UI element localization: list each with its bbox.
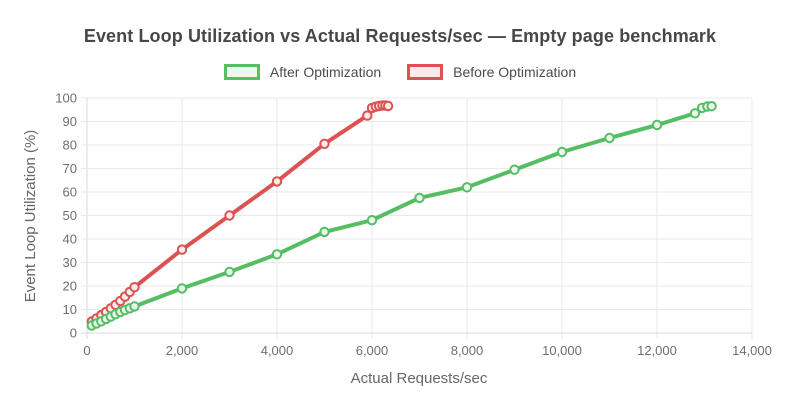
legend-swatch <box>223 64 260 80</box>
data-point[interactable] <box>382 100 394 112</box>
data-point[interactable] <box>706 101 717 112</box>
x-tick-label: 10,000 <box>542 343 582 358</box>
legend-item-after-optimization[interactable]: After Optimization <box>223 64 382 80</box>
data-point[interactable] <box>689 108 701 119</box>
y-tick-label: 90 <box>63 114 77 129</box>
legend-item-before-optimization[interactable]: Before Optimization <box>407 64 576 80</box>
series-layer <box>86 100 717 331</box>
x-tick-label: 8,000 <box>451 343 484 358</box>
legend-label: Before Optimization <box>453 64 577 80</box>
x-tick-label: 2,000 <box>166 343 199 358</box>
y-axis-title: Event Loop Utilization (%) <box>22 130 39 303</box>
x-tick-label: 12,000 <box>637 343 677 358</box>
data-point[interactable] <box>651 119 663 131</box>
y-tick-label: 30 <box>63 255 77 270</box>
x-tick-label: 0 <box>83 343 90 358</box>
series-after-optimization[interactable] <box>86 101 717 331</box>
data-point[interactable] <box>319 226 330 238</box>
legend-swatch <box>407 64 444 80</box>
x-tick-label: 14,000 <box>732 343 772 358</box>
data-point[interactable] <box>176 283 188 294</box>
data-point[interactable] <box>319 138 330 150</box>
data-point[interactable] <box>362 110 373 121</box>
y-tick-label: 80 <box>63 138 77 153</box>
data-point[interactable] <box>176 244 188 255</box>
data-point[interactable] <box>271 176 283 187</box>
data-point[interactable] <box>224 210 235 221</box>
y-tick-label: 50 <box>63 208 77 223</box>
tick-labels: 0 2,000 4,000 6,000 8,000 10,000 12,000 14,000 0… <box>55 91 772 359</box>
chart-legend: After Optimization Before Optimization <box>0 64 800 80</box>
y-tick-label: 40 <box>63 232 77 247</box>
data-point[interactable] <box>461 182 473 193</box>
chart-title: Event Loop Utilization vs Actual Request… <box>83 26 717 46</box>
data-point[interactable] <box>604 132 615 144</box>
data-point[interactable] <box>366 215 378 226</box>
legend-label: After Optimization <box>269 64 382 80</box>
y-tick-label: 0 <box>70 326 77 341</box>
y-tick-label: 60 <box>63 185 77 200</box>
data-point[interactable] <box>129 282 140 293</box>
x-tick-label: 6,000 <box>356 343 389 358</box>
series-before-optimization[interactable] <box>86 100 394 327</box>
data-point[interactable] <box>271 249 283 260</box>
y-tick-label: 20 <box>63 279 77 294</box>
grid <box>81 97 753 339</box>
data-point[interactable] <box>414 192 425 204</box>
data-point[interactable] <box>224 266 235 278</box>
y-tick-label: 70 <box>63 161 77 176</box>
y-tick-label: 100 <box>55 91 77 106</box>
data-point[interactable] <box>509 164 520 175</box>
y-tick-label: 10 <box>63 302 77 317</box>
x-tick-label: 4,000 <box>261 343 294 358</box>
data-point[interactable] <box>129 301 140 312</box>
x-axis-title: Actual Requests/sec <box>351 370 488 387</box>
data-point[interactable] <box>556 146 568 158</box>
